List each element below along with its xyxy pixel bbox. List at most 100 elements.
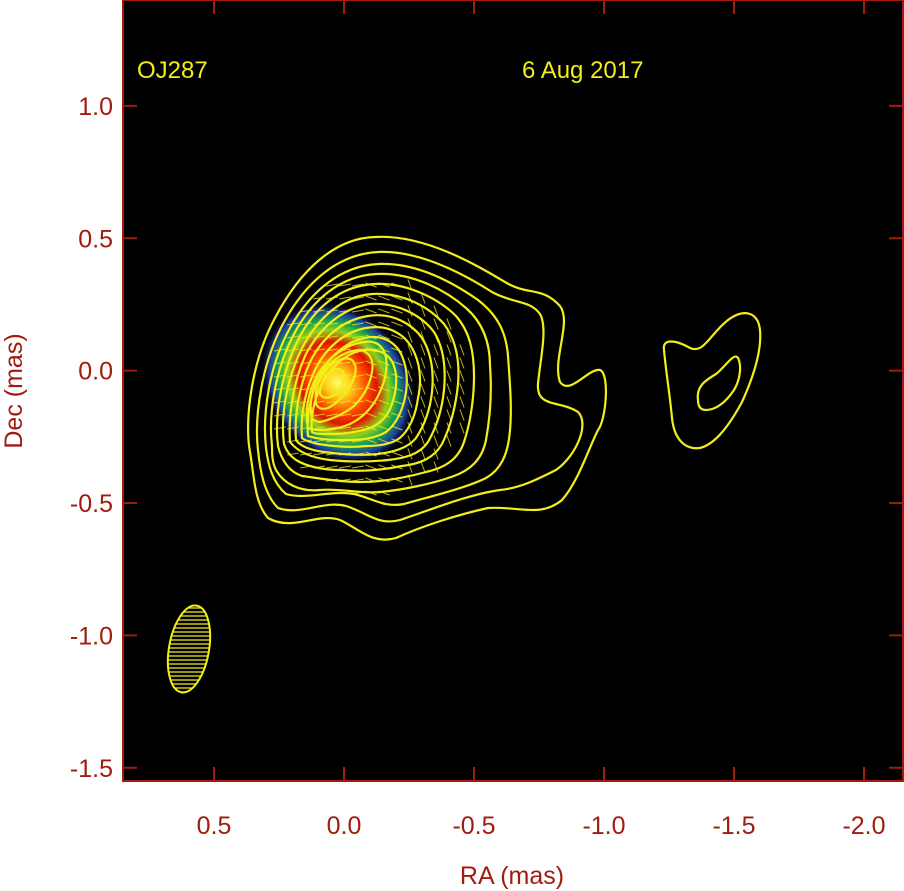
pol-vector bbox=[274, 400, 286, 404]
pol-vector bbox=[287, 374, 299, 378]
pol-vector bbox=[300, 335, 312, 339]
pol-vector bbox=[274, 348, 286, 352]
pol-vector bbox=[326, 374, 338, 378]
pol-vector bbox=[459, 383, 465, 395]
pol-vector bbox=[433, 344, 439, 356]
contour-lines bbox=[247, 235, 762, 541]
contour-2 bbox=[255, 250, 584, 523]
pol-vector bbox=[274, 426, 286, 430]
pol-vector bbox=[365, 438, 377, 444]
pol-vector bbox=[391, 360, 403, 366]
pol-vector bbox=[300, 426, 312, 430]
contour-13 bbox=[309, 348, 374, 424]
pol-vector bbox=[378, 386, 390, 392]
pol-vector bbox=[420, 318, 426, 330]
pol-vector bbox=[339, 387, 351, 391]
pol-vector bbox=[352, 283, 364, 287]
pol-vector bbox=[391, 399, 403, 405]
pol-vector bbox=[446, 331, 452, 343]
pol-vector bbox=[300, 348, 312, 352]
pol-vector bbox=[378, 373, 390, 379]
pol-vector bbox=[300, 465, 312, 469]
pol-vector bbox=[407, 318, 413, 330]
pol-vector bbox=[433, 461, 439, 473]
pol-vector bbox=[300, 413, 312, 417]
pol-vector bbox=[378, 321, 390, 327]
pol-vector bbox=[378, 308, 390, 314]
pol-vector bbox=[378, 334, 390, 340]
contour-3 bbox=[263, 262, 512, 506]
pol-vector bbox=[326, 426, 338, 430]
pol-vector bbox=[365, 295, 377, 301]
y-tick-label: -1.5 bbox=[70, 755, 113, 783]
pol-vector bbox=[313, 400, 325, 404]
x-tick-label: 0.5 bbox=[197, 812, 232, 840]
contour-9 bbox=[300, 326, 422, 448]
pol-vector bbox=[274, 413, 286, 417]
pol-vector bbox=[365, 399, 377, 405]
pol-vector bbox=[420, 357, 426, 369]
pol-vector bbox=[433, 383, 439, 395]
pol-vector bbox=[407, 409, 413, 421]
pol-vector bbox=[365, 386, 377, 392]
pol-vector bbox=[407, 435, 413, 447]
pol-vector bbox=[352, 387, 364, 391]
pol-vector bbox=[365, 282, 377, 288]
contour-west-outer bbox=[662, 312, 762, 450]
y-tick-label: 0.5 bbox=[78, 225, 113, 253]
pol-vector bbox=[313, 413, 325, 417]
pol-vector bbox=[378, 451, 390, 457]
pol-vector bbox=[378, 399, 390, 405]
pol-vector bbox=[365, 347, 377, 353]
pol-vector bbox=[391, 412, 403, 418]
pol-vector bbox=[300, 374, 312, 378]
pol-vector bbox=[326, 283, 338, 287]
contour-15 bbox=[318, 368, 346, 399]
pol-vector bbox=[313, 322, 325, 326]
pol-vector bbox=[407, 396, 413, 408]
pol-vector bbox=[407, 370, 413, 382]
pol-vector bbox=[433, 422, 439, 434]
pol-vector bbox=[433, 305, 439, 317]
pol-vector bbox=[378, 412, 390, 418]
pol-vector bbox=[300, 322, 312, 326]
pol-vector bbox=[378, 477, 390, 483]
y-axis-label: Dec (mas) bbox=[0, 333, 28, 448]
pol-vector bbox=[391, 321, 403, 327]
pol-vector bbox=[313, 439, 325, 443]
pol-vector bbox=[433, 396, 439, 408]
pol-vector bbox=[446, 357, 452, 369]
pol-vector bbox=[326, 452, 338, 456]
pol-vector bbox=[300, 452, 312, 456]
pol-vector bbox=[352, 374, 364, 378]
pol-vector bbox=[420, 383, 426, 395]
pol-vector bbox=[339, 283, 351, 287]
pol-vector bbox=[365, 412, 377, 418]
pol-vector bbox=[313, 374, 325, 378]
pol-vector bbox=[365, 308, 377, 314]
pol-vector bbox=[287, 426, 299, 430]
pol-vector bbox=[300, 439, 312, 443]
pol-vector bbox=[391, 334, 403, 340]
pol-vector bbox=[352, 322, 364, 326]
y-tick-label: 1.0 bbox=[78, 93, 113, 121]
contour-14 bbox=[314, 357, 357, 410]
pol-vector bbox=[365, 451, 377, 457]
pol-vector bbox=[407, 357, 413, 369]
pol-vector bbox=[313, 309, 325, 313]
pol-vector bbox=[391, 282, 403, 288]
pol-vector bbox=[365, 373, 377, 379]
pol-vector bbox=[313, 335, 325, 339]
y-axis: 1.0 0.5 0.0 -0.5 -1.0 -1.5 bbox=[70, 93, 903, 783]
pol-vector bbox=[274, 387, 286, 391]
pol-vector bbox=[326, 400, 338, 404]
pol-vector bbox=[391, 451, 403, 457]
pol-vector bbox=[391, 347, 403, 353]
pol-vector bbox=[300, 400, 312, 404]
pol-vector bbox=[446, 383, 452, 395]
pol-vector bbox=[420, 331, 426, 343]
pol-vector bbox=[313, 387, 325, 391]
pol-vector bbox=[433, 409, 439, 421]
pol-vector bbox=[339, 426, 351, 430]
pol-vector bbox=[287, 361, 299, 365]
